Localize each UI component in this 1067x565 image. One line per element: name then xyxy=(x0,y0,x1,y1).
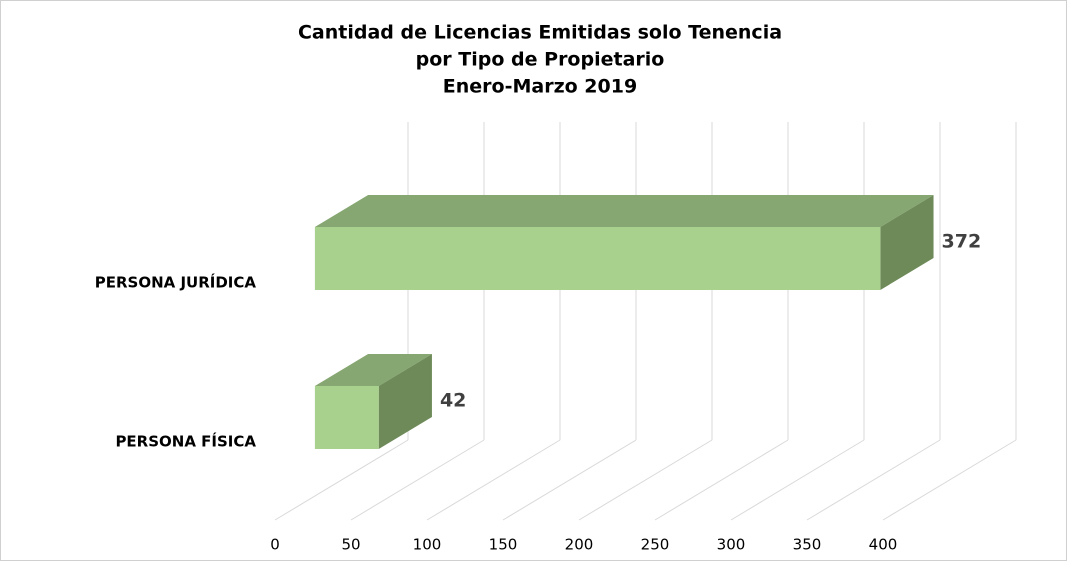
grid-line xyxy=(502,439,637,521)
x-tick-label: 300 xyxy=(717,536,746,554)
value-label: 372 xyxy=(942,231,982,253)
bar-top xyxy=(314,195,934,227)
x-tick-label: 200 xyxy=(565,536,594,554)
x-tick-label: 350 xyxy=(793,536,822,554)
grid-line xyxy=(426,439,561,521)
bar xyxy=(314,386,379,449)
x-tick-label: 100 xyxy=(413,536,442,554)
bar xyxy=(314,227,881,290)
grid-line xyxy=(882,439,1017,521)
grid-line xyxy=(350,439,485,521)
x-tick-label: 150 xyxy=(489,536,518,554)
category-label: PERSONA FÍSICA xyxy=(115,432,256,451)
bar-side xyxy=(378,354,432,449)
grid-line xyxy=(654,439,789,521)
value-label: 42 xyxy=(440,390,466,412)
category-label: PERSONA JURÍDICA xyxy=(95,273,257,292)
grid-line xyxy=(578,439,713,521)
x-tick-label: 0 xyxy=(270,536,280,554)
grid-line xyxy=(274,439,409,521)
bar-side xyxy=(880,195,934,290)
chart-title: por Tipo de Propietario xyxy=(416,49,665,71)
x-tick-label: 250 xyxy=(641,536,670,554)
grid-line xyxy=(806,439,941,521)
bar-top xyxy=(314,354,432,386)
grid-line xyxy=(730,439,865,521)
chart-title: Cantidad de Licencias Emitidas solo Tene… xyxy=(298,22,782,44)
x-tick-label: 50 xyxy=(341,536,360,554)
chart-title: Enero-Marzo 2019 xyxy=(443,76,637,98)
x-tick-label: 400 xyxy=(869,536,898,554)
